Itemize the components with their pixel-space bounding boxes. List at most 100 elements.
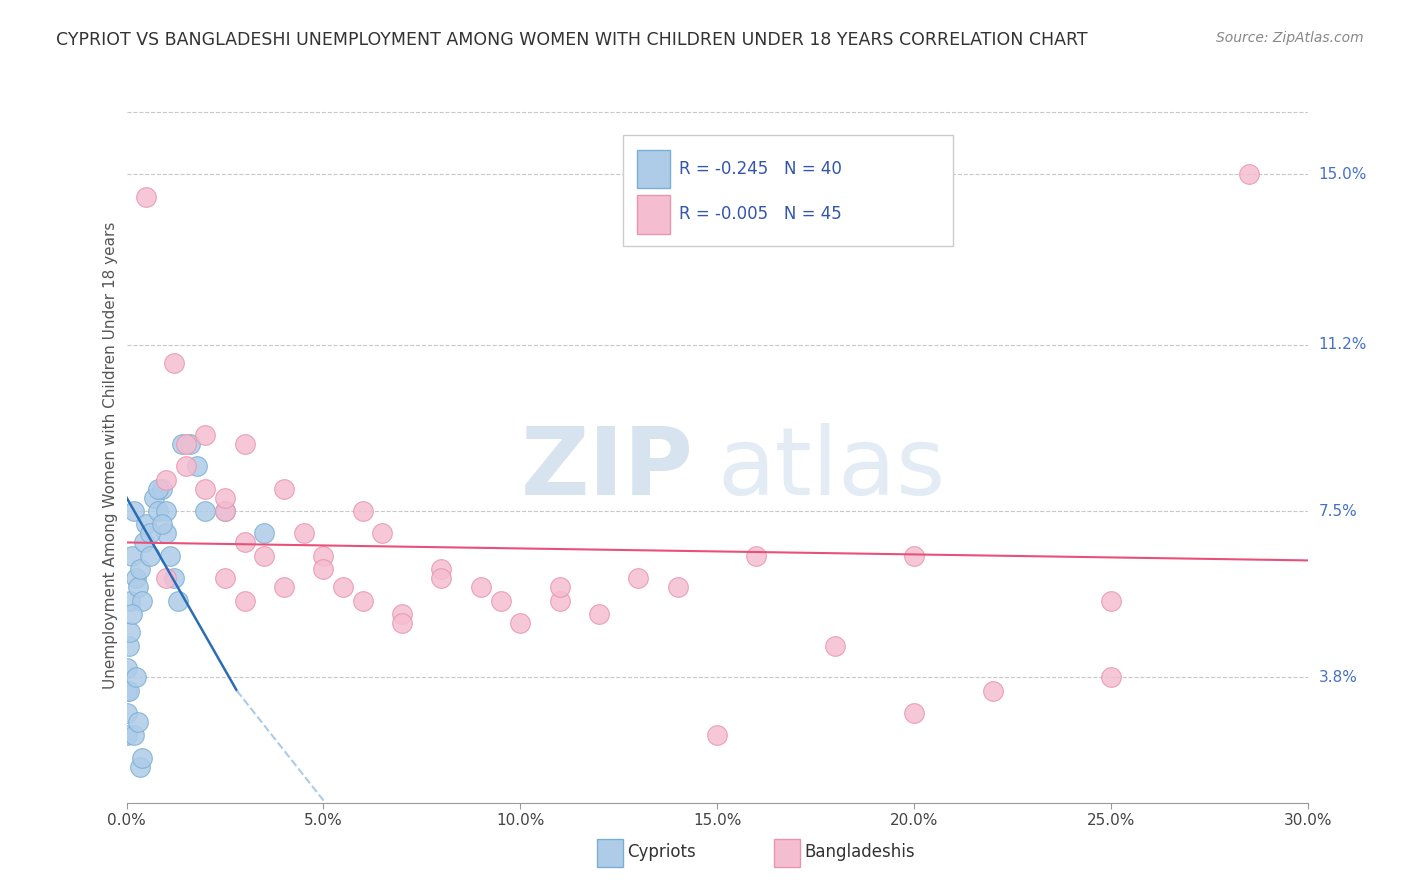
Point (194, 427, 217, 442)
Point (139, 526, 162, 541)
Point (163, 356, 186, 370)
Point (129, 760, 152, 774)
Point (1099, 670, 1122, 684)
Point (150, 482, 173, 496)
Y-axis label: Unemployment Among Women with Children Under 18 years: Unemployment Among Women with Children U… (103, 221, 118, 689)
Point (470, 580, 492, 594)
Point (509, 616, 531, 631)
Point (745, 549, 768, 563)
Point (312, 549, 335, 563)
Point (117, 683, 139, 698)
Point (131, 594, 153, 608)
Point (127, 580, 149, 594)
Text: atlas: atlas (717, 423, 945, 515)
FancyBboxPatch shape (623, 135, 953, 246)
Point (214, 504, 236, 518)
Point (666, 580, 689, 594)
Point (124, 729, 146, 743)
Point (214, 571, 236, 585)
Point (391, 607, 413, 622)
Point (155, 473, 177, 487)
Point (163, 571, 186, 585)
Text: 15.0%: 15.0% (1319, 167, 1367, 182)
Point (903, 549, 925, 563)
Point (174, 459, 197, 474)
Bar (596, 839, 623, 867)
Point (146, 504, 169, 518)
Point (135, 190, 157, 204)
Point (312, 562, 335, 576)
Point (489, 594, 512, 608)
Point (155, 504, 177, 518)
Point (430, 562, 453, 576)
Point (233, 436, 256, 450)
Point (143, 491, 166, 505)
Point (124, 504, 146, 518)
Point (253, 549, 276, 563)
Point (273, 482, 295, 496)
Bar (773, 839, 800, 867)
Point (214, 504, 236, 518)
Point (174, 436, 197, 450)
Text: 3.8%: 3.8% (1319, 670, 1358, 685)
Text: 11.2%: 11.2% (1319, 337, 1367, 352)
Point (903, 706, 925, 720)
Point (233, 594, 256, 608)
Point (588, 607, 610, 622)
Point (214, 491, 236, 505)
Point (155, 571, 177, 585)
Point (352, 504, 374, 518)
Point (627, 571, 650, 585)
Point (1237, 167, 1260, 181)
Point (135, 517, 157, 532)
Point (121, 607, 143, 622)
Text: Bangladeshis: Bangladeshis (804, 843, 915, 861)
Point (371, 526, 394, 541)
Point (131, 751, 153, 765)
Point (824, 639, 846, 653)
Text: Cypriots: Cypriots (627, 843, 696, 861)
Point (981, 683, 1004, 698)
Text: 7.5%: 7.5% (1319, 503, 1357, 518)
Point (352, 594, 374, 608)
Point (146, 482, 169, 496)
Point (155, 526, 177, 541)
Point (332, 580, 354, 594)
Point (233, 535, 256, 549)
Point (150, 517, 173, 532)
Point (134, 535, 156, 549)
Text: R = -0.245   N = 40: R = -0.245 N = 40 (679, 160, 842, 178)
Bar (637, 195, 669, 234)
Point (159, 549, 181, 563)
Point (1099, 594, 1122, 608)
Text: Source: ZipAtlas.com: Source: ZipAtlas.com (1216, 31, 1364, 45)
Point (170, 436, 193, 450)
Point (125, 571, 148, 585)
Point (391, 616, 413, 631)
Point (120, 594, 142, 608)
Point (548, 594, 571, 608)
Point (115, 683, 138, 698)
Point (115, 706, 138, 720)
Point (120, 625, 142, 640)
Point (194, 504, 217, 518)
Point (115, 661, 138, 675)
Text: ZIP: ZIP (520, 423, 693, 515)
Point (179, 436, 201, 450)
Point (127, 714, 149, 729)
Point (273, 580, 295, 594)
Point (117, 639, 139, 653)
Point (139, 549, 162, 563)
Point (186, 459, 208, 474)
Bar (637, 150, 669, 188)
Point (194, 482, 217, 496)
Point (129, 562, 152, 576)
Point (548, 580, 571, 594)
Point (292, 526, 315, 541)
Point (430, 571, 453, 585)
Text: CYPRIOT VS BANGLADESHI UNEMPLOYMENT AMONG WOMEN WITH CHILDREN UNDER 18 YEARS COR: CYPRIOT VS BANGLADESHI UNEMPLOYMENT AMON… (56, 31, 1088, 49)
Point (121, 549, 143, 563)
Point (253, 526, 276, 541)
Point (125, 670, 148, 684)
Text: R = -0.005   N = 45: R = -0.005 N = 45 (679, 205, 842, 223)
